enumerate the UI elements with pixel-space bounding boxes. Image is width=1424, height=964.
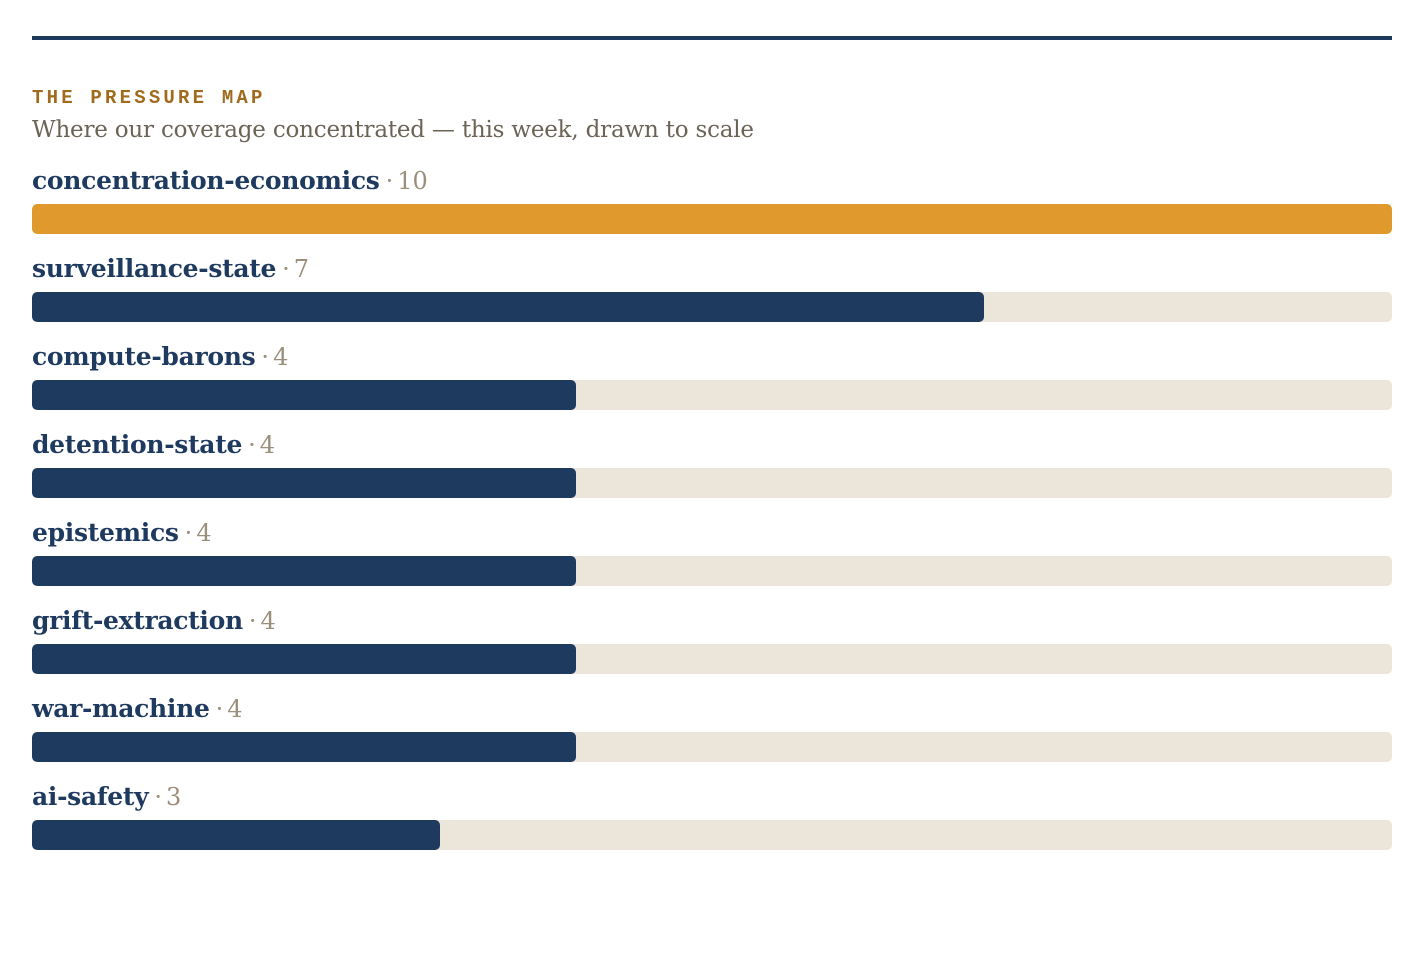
- value-separator: ·: [261, 343, 270, 371]
- chart-kicker: THE PRESSURE MAP: [32, 87, 266, 109]
- bar-fill: [32, 292, 984, 322]
- bar-track: [32, 556, 1392, 586]
- bar-fill: [32, 732, 576, 762]
- bar-track: [32, 380, 1392, 410]
- bar-label-line: compute-barons · 4: [32, 342, 1392, 372]
- bar-fill: [32, 556, 576, 586]
- category-label: epistemics: [32, 518, 179, 547]
- category-label: detention-state: [32, 430, 243, 459]
- bar-fill: [32, 468, 576, 498]
- value-label: 4: [259, 431, 275, 459]
- bar-label-line: concentration-economics · 10: [32, 166, 1392, 196]
- value-separator: ·: [184, 519, 193, 547]
- bar-row: concentration-economics · 10: [32, 166, 1392, 254]
- category-label: concentration-economics: [32, 166, 380, 195]
- bar-label-line: ai-safety · 3: [32, 782, 1392, 812]
- value-label: 4: [196, 519, 212, 547]
- value-separator: ·: [282, 255, 290, 283]
- category-label: grift-extraction: [32, 606, 243, 635]
- value-label: 3: [166, 783, 182, 811]
- bar-track: [32, 204, 1392, 234]
- bar-label-line: grift-extraction · 4: [32, 606, 1392, 636]
- bar-row: grift-extraction · 4: [32, 606, 1392, 694]
- bar-row: ai-safety · 3: [32, 782, 1392, 870]
- category-label: war-machine: [32, 694, 210, 723]
- chart-subtitle: Where our coverage concentrated — this w…: [32, 117, 754, 143]
- bar-track: [32, 732, 1392, 762]
- bar-label-line: detention-state · 4: [32, 430, 1392, 460]
- category-label: compute-barons: [32, 342, 256, 371]
- bar-row: epistemics · 4: [32, 518, 1392, 606]
- bar-track: [32, 468, 1392, 498]
- value-label: 4: [227, 695, 243, 723]
- bar-fill: [32, 380, 576, 410]
- bar-track: [32, 644, 1392, 674]
- category-label: ai-safety: [32, 782, 149, 811]
- bar-track: [32, 292, 1392, 322]
- category-label: surveillance-state: [32, 254, 277, 283]
- value-separator: ·: [154, 783, 163, 811]
- bar-row: compute-barons · 4: [32, 342, 1392, 430]
- value-separator: ·: [385, 167, 394, 195]
- bar-label-line: war-machine · 4: [32, 694, 1392, 724]
- value-separator: ·: [248, 431, 256, 459]
- bar-fill: [32, 204, 1392, 234]
- bar-track: [32, 820, 1392, 850]
- bar-fill: [32, 644, 576, 674]
- bar-label-line: epistemics · 4: [32, 518, 1392, 548]
- bar-label-line: surveillance-state · 7: [32, 254, 1392, 284]
- bar-row: detention-state · 4: [32, 430, 1392, 518]
- pressure-map-panel: THE PRESSURE MAP Where our coverage conc…: [32, 36, 1392, 870]
- value-separator: ·: [215, 695, 224, 723]
- bar-row: war-machine · 4: [32, 694, 1392, 782]
- bar-fill: [32, 820, 440, 850]
- value-label: 4: [260, 607, 276, 635]
- bar-row: surveillance-state · 7: [32, 254, 1392, 342]
- value-label: 7: [293, 255, 310, 283]
- bar-list: concentration-economics · 10 surveillance-s…: [32, 166, 1392, 870]
- top-rule: [32, 36, 1392, 40]
- value-label: 4: [273, 343, 289, 371]
- value-label: 10: [397, 167, 428, 195]
- value-separator: ·: [248, 607, 257, 635]
